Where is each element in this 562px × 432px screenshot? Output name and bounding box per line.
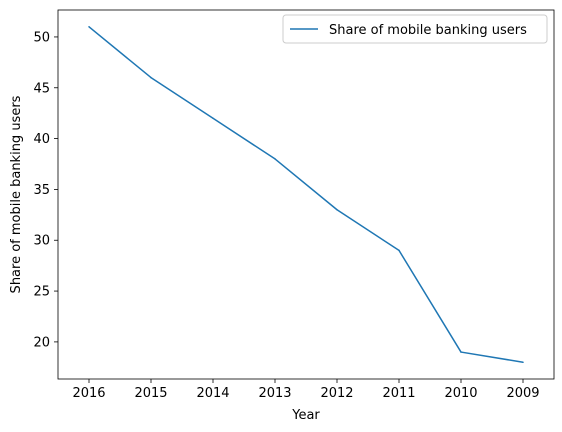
y-tick-label: 20 <box>33 335 50 350</box>
x-tick-label: 2015 <box>134 386 167 401</box>
data-point <box>522 361 524 363</box>
y-tick-label: 35 <box>33 183 50 198</box>
y-axis-ticks: 20 25 30 35 40 45 50 <box>33 30 58 350</box>
data-point <box>274 158 276 160</box>
plot-area <box>57 9 555 380</box>
data-point <box>398 249 400 252</box>
legend-label: Share of mobile banking users <box>329 23 527 38</box>
x-tick-label: 2013 <box>258 386 291 401</box>
x-tick-label: 2010 <box>444 386 477 401</box>
y-tick-label: 45 <box>33 81 50 96</box>
data-point <box>150 76 152 79</box>
data-point <box>212 117 214 120</box>
data-point <box>88 26 90 28</box>
y-tick-label: 30 <box>33 234 50 249</box>
data-points <box>88 26 524 363</box>
y-tick-label: 40 <box>33 132 50 147</box>
data-point <box>336 208 338 211</box>
x-tick-label: 2014 <box>196 386 229 401</box>
legend: Share of mobile banking users <box>282 14 548 44</box>
x-axis-title: Year <box>291 408 320 423</box>
x-tick-label: 2016 <box>72 386 105 401</box>
y-tick-label: 50 <box>33 30 50 45</box>
y-tick-label: 25 <box>33 285 50 300</box>
y-axis-title: Share of mobile banking users <box>9 95 24 293</box>
x-axis-ticks: 2016 2015 2014 2013 2012 2011 2010 2009 <box>72 379 540 401</box>
legend-box <box>282 14 548 44</box>
x-tick-label: 2009 <box>506 386 539 401</box>
data-point <box>460 351 462 353</box>
x-tick-label: 2012 <box>320 386 353 401</box>
series-line <box>88 26 524 363</box>
x-tick-label: 2011 <box>382 386 415 401</box>
